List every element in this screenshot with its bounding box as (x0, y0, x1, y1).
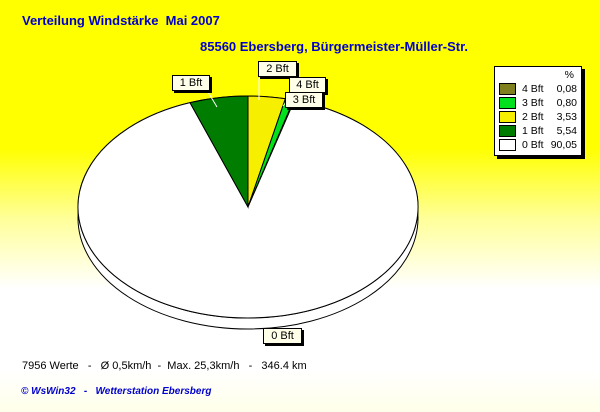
legend-label-1bft: 1 Bft (522, 125, 544, 137)
legend-label-3bft: 3 Bft (522, 97, 544, 109)
label-leader-line-0 (207, 91, 218, 108)
copyright-line: © WsWin32 - Wetterstation Ebersberg (21, 386, 212, 397)
legend-swatch-0bft (499, 139, 516, 151)
legend-swatch-4bft (499, 83, 516, 95)
legend-row-2bft: 2 Bft 3,53 (495, 110, 581, 124)
pie-label-3bft: 3 Bft (285, 92, 323, 108)
chart-title: Verteilung Windstärke Mai 2007 (22, 13, 220, 28)
legend-swatch-3bft (499, 97, 516, 109)
legend-box: % 4 Bft 0,08 3 Bft 0,80 2 Bft 3,53 1 Bft… (494, 66, 582, 156)
pie-label-0bft: 0 Bft (263, 328, 302, 344)
legend-label-0bft: 0 Bft (522, 139, 544, 151)
legend-row-1bft: 1 Bft 5,54 (495, 124, 581, 138)
pie-label-1bft: 1 Bft (172, 75, 210, 91)
legend-swatch-2bft (499, 111, 516, 123)
legend-value-2bft: 3,53 (556, 111, 577, 123)
legend-value-4bft: 0,08 (556, 83, 577, 95)
legend-swatch-1bft (499, 125, 516, 137)
legend-label-4bft: 4 Bft (522, 83, 544, 95)
legend-unit-header: % (564, 69, 574, 81)
legend-value-3bft: 0,80 (556, 97, 577, 109)
stats-line: 7956 Werte - Ø 0,5km/h - Max. 25,3km/h -… (22, 360, 307, 372)
pie-slice-0-bft (77, 99, 419, 319)
pie-label-2bft: 2 Bft (258, 61, 297, 77)
pie-label-4bft: 4 Bft (289, 77, 326, 93)
legend-label-2bft: 2 Bft (522, 111, 544, 123)
legend-row-3bft: 3 Bft 0,80 (495, 96, 581, 110)
legend-value-1bft: 5,54 (556, 125, 577, 137)
legend-row-0bft: 0 Bft 90,05 (495, 138, 581, 152)
station-subtitle: 85560 Ebersberg, Bürgermeister-Müller-St… (200, 39, 469, 54)
pie-slice-1-bft (189, 95, 249, 209)
legend-row-4bft: 4 Bft 0,08 (495, 82, 581, 96)
legend-value-0bft: 90,05 (550, 139, 577, 151)
